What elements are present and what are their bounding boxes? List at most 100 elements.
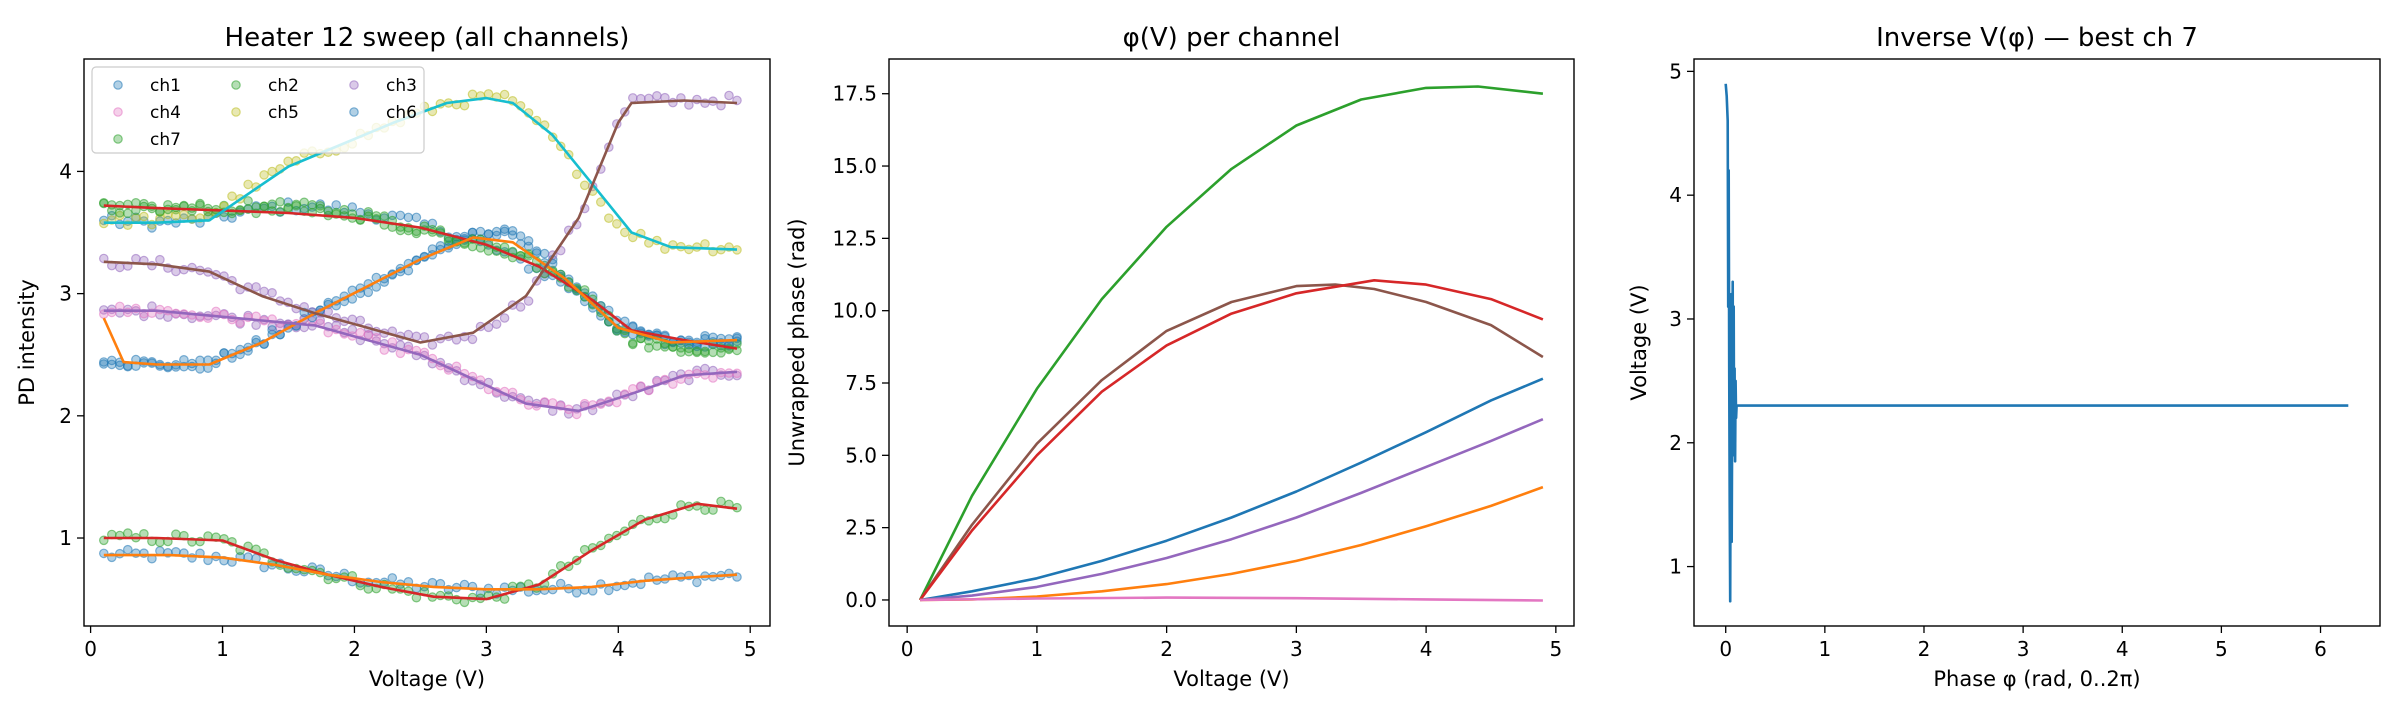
marker-ch7 (291, 199, 301, 210)
marker-ch5 (579, 180, 590, 191)
marker-ch7 (684, 346, 694, 357)
marker-ch5 (571, 169, 582, 180)
plot-area (99, 89, 742, 608)
marker-ch7 (123, 208, 133, 219)
fit-line-4 (103, 99, 738, 344)
marker-ch1 (692, 577, 702, 588)
y-tick-label: 1 (59, 526, 72, 550)
x-tick-label: 1 (1031, 637, 1044, 661)
x-tick-label: 0 (1719, 637, 1732, 661)
marker-ch6 (483, 229, 494, 239)
marker-ch1 (523, 264, 534, 274)
legend-label: ch1 (150, 76, 181, 96)
marker-ch2 (299, 197, 309, 208)
marker-ch3 (491, 319, 502, 329)
series-line-4 (919, 377, 1544, 602)
fit-line-7 (103, 553, 738, 591)
x-tick-label: 3 (2017, 637, 2030, 661)
y-tick-label: 2 (1669, 431, 1682, 455)
chart-title: Heater 12 sweep (all channels) (225, 23, 630, 53)
legend-marker (231, 107, 241, 117)
x-tick-label: 5 (744, 637, 757, 661)
marker-ch6 (531, 246, 542, 256)
y-tick-label: 0.0 (845, 588, 877, 612)
legend-label: ch5 (268, 103, 299, 123)
marker-ch1 (123, 544, 133, 555)
legend-label: ch4 (150, 103, 181, 123)
x-axis-label: Voltage (V) (1173, 667, 1289, 691)
marker-ch5 (603, 213, 614, 223)
x-tick-label: 3 (480, 637, 493, 661)
y-axis-label: Voltage (V) (1627, 284, 1651, 400)
x-tick-label: 6 (2314, 637, 2327, 661)
series-line-5 (919, 418, 1544, 602)
legend-marker (349, 107, 359, 117)
marker-ch2 (379, 211, 390, 221)
plot-area (918, 85, 1544, 602)
marker-ch1 (571, 587, 582, 598)
marker-ch7 (371, 211, 382, 221)
marker-ch3 (355, 315, 366, 326)
marker-ch2 (171, 529, 181, 539)
marker-ch1 (539, 248, 550, 259)
marker-ch1 (411, 212, 422, 223)
axes-frame (888, 58, 1575, 627)
subplot-3: 0 1 2 3 4 5 6 1 2 3 4 5 Inverse V(φ) — best ch 7 Phas… (1627, 23, 2381, 691)
marker-ch7 (627, 339, 638, 350)
legend: ch1 ch2 ch3 ch4 ch5 ch6 ch7 (91, 66, 425, 154)
marker-ch7 (251, 208, 261, 219)
legend-item-ch1: ch1 (113, 76, 181, 96)
fit-line-1 (103, 204, 738, 350)
legend-marker (113, 134, 123, 144)
legend-label: ch6 (386, 103, 417, 123)
marker-ch4 (363, 330, 374, 340)
marker-ch5 (595, 197, 606, 207)
marker-ch7 (195, 200, 205, 210)
legend-label: ch7 (150, 130, 181, 150)
marker-ch7 (115, 208, 125, 218)
legend-marker (349, 80, 359, 90)
y-axis-label: Unwrapped phase (rad) (785, 218, 809, 466)
axes-frame (83, 58, 771, 627)
legend-box (91, 66, 425, 154)
x-tick-label: 5 (1549, 637, 1562, 661)
plot-area (1724, 83, 2349, 603)
legend-marker (113, 80, 123, 90)
fit-line-3 (102, 236, 738, 366)
x-tick-label: 2 (1918, 637, 1931, 661)
marker-ch6 (523, 236, 534, 246)
legend-item-ch5: ch5 (231, 103, 299, 123)
y-tick-label: 4 (1669, 183, 1682, 207)
marker-ch7 (676, 347, 686, 357)
marker-ch2 (275, 197, 285, 207)
y-tick-label: 10.0 (832, 299, 877, 323)
marker-ch4 (123, 307, 133, 318)
marker-ch4 (708, 373, 718, 383)
x-tick-label: 4 (612, 637, 625, 661)
marker-ch4 (115, 301, 125, 312)
marker-ch6 (491, 226, 502, 237)
marker-ch2 (363, 584, 374, 594)
marker-ch2 (315, 201, 325, 211)
marker-ch6 (107, 355, 117, 366)
marker-ch7 (187, 206, 197, 216)
fit-line-2 (103, 96, 738, 251)
marker-ch1 (387, 573, 398, 583)
x-axis-label: Voltage (V) (369, 667, 485, 691)
marker-ch7 (395, 225, 406, 236)
marker-ch2 (123, 528, 133, 538)
marker-ch6 (99, 357, 109, 367)
legend-marker (113, 107, 123, 117)
marker-ch3 (131, 253, 141, 264)
marker-ch4 (355, 327, 366, 338)
marker-ch5 (243, 179, 253, 190)
marker-ch2 (243, 196, 253, 206)
marker-ch6 (499, 226, 510, 237)
marker-ch1 (331, 200, 341, 210)
legend-item-ch3: ch3 (349, 76, 417, 96)
marker-ch3 (139, 311, 149, 322)
marker-ch3 (115, 262, 125, 273)
y-tick-label: 3 (1669, 307, 1682, 331)
marker-ch5 (131, 213, 141, 223)
